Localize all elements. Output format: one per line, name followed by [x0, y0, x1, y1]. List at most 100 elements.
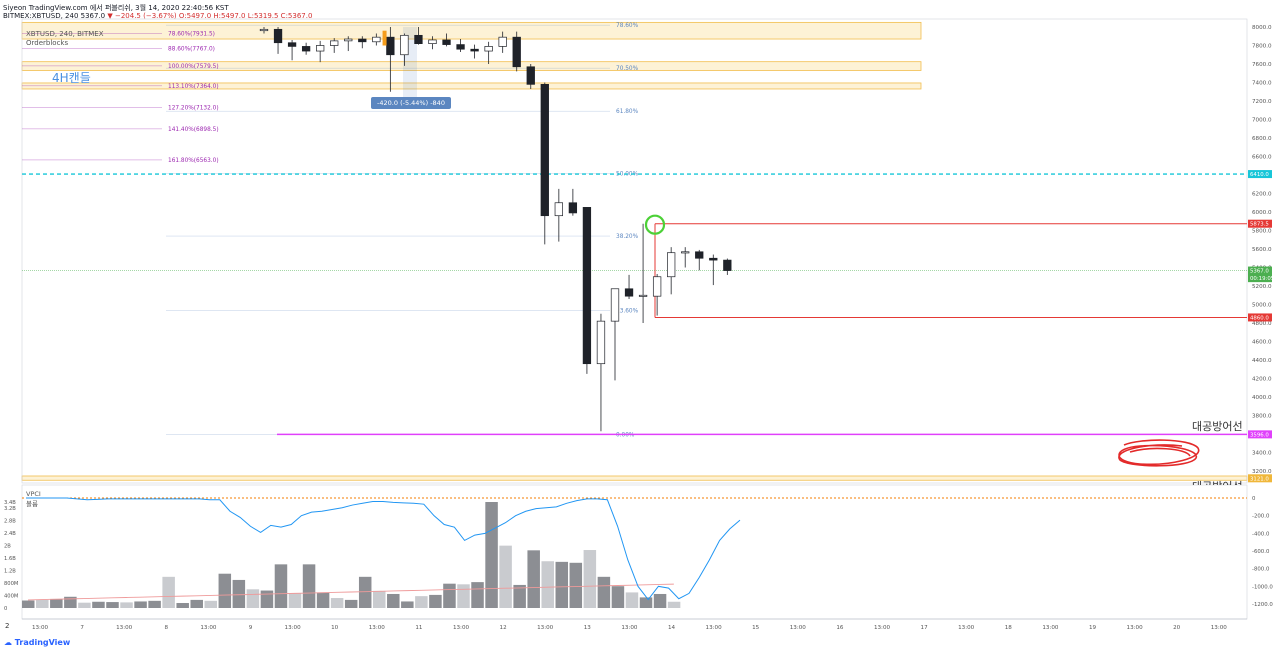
- highlight-circle: [644, 214, 666, 235]
- volume-bar: [625, 592, 639, 608]
- vpci-axis-label: 0: [1252, 496, 1256, 502]
- time-tick-label: 20: [1173, 625, 1181, 631]
- tradingview-logo: ☁ TradingView: [4, 638, 70, 647]
- time-tick-label: 13: [584, 625, 592, 631]
- volume-bar: [429, 594, 442, 608]
- vpci-axis-label: -600.0: [1252, 549, 1270, 555]
- vpci-axis-label: -400.0: [1252, 531, 1270, 537]
- price-tick-label: 4600.0: [1252, 340, 1272, 346]
- candle-body: [610, 288, 620, 322]
- time-tick-label: 13:00: [537, 625, 554, 631]
- volume-axis-label: 1.2B: [4, 569, 16, 575]
- candle-body: [316, 45, 325, 52]
- candle-body: [554, 202, 563, 217]
- price-tag-bg: [1248, 313, 1272, 322]
- price-tick-label: 6600.0: [1252, 155, 1272, 161]
- time-tick-label: 13:00: [790, 625, 807, 631]
- volume-bar: [667, 601, 681, 608]
- time-tick-label: 14: [668, 625, 676, 631]
- price-tick-label: 6200.0: [1252, 192, 1272, 198]
- time-tick-label: 13:00: [116, 625, 133, 631]
- price-tick-label: 7400.0: [1252, 81, 1272, 87]
- fib-extension-label: 141.40%(6898.5): [168, 127, 219, 133]
- fib-retracement-label: 0.00%: [616, 432, 635, 438]
- volume-bar: [274, 564, 288, 608]
- time-tick-label: 11: [415, 625, 423, 631]
- volume-ma-line: [27, 583, 674, 601]
- volume-bar: [541, 561, 554, 608]
- time-tick-label: 13:00: [1127, 625, 1144, 631]
- time-tick-label: 19: [1089, 625, 1097, 631]
- price-tick-label: 7200.0: [1252, 99, 1272, 105]
- vpci-axis-label: -1000.0: [1252, 584, 1273, 590]
- volume-axis-label: 3.4B: [4, 500, 16, 506]
- candle-body: [456, 44, 465, 50]
- fib-retracement-label: 70.50%: [616, 66, 639, 72]
- price-tag-label: 5873.5: [1250, 222, 1269, 228]
- candle-body: [273, 28, 283, 44]
- volume-bar: [653, 593, 667, 608]
- price-pane-frame: [21, 18, 1248, 484]
- vpci-axis-label: -800.0: [1252, 567, 1270, 573]
- price-tick-label: 5000.0: [1252, 303, 1272, 309]
- vpci-axis-label: -200.0: [1252, 514, 1270, 520]
- volume-axis-label: 400M: [4, 594, 18, 600]
- price-tick-label: 3800.0: [1252, 414, 1272, 420]
- orderblock-zone: [21, 475, 1248, 481]
- fib-extension-label: 127.20%(7132.0): [168, 105, 219, 111]
- price-tick-label: 7600.0: [1252, 62, 1272, 68]
- price-tick-label: 6800.0: [1252, 136, 1272, 142]
- volume-bar: [415, 596, 428, 608]
- time-tick-label: 16: [836, 625, 844, 631]
- price-tick-label: 4800.0: [1252, 321, 1272, 327]
- time-tick-label: 13:00: [32, 625, 49, 631]
- volume-bar: [190, 599, 203, 608]
- time-tick-label: 13:00: [453, 625, 470, 631]
- price-tick-label: 7800.0: [1252, 44, 1272, 50]
- candle-body: [582, 207, 592, 365]
- price-tick-label: 8000.0: [1252, 25, 1272, 31]
- time-tick-label: 15: [752, 625, 760, 631]
- time-tick-label: 13:00: [200, 625, 217, 631]
- candle-body: [358, 38, 367, 43]
- volume-bar: [50, 598, 63, 608]
- legend-symbol: XBTUSD, 240, BITMEX: [26, 30, 104, 38]
- volume-bar: [288, 593, 302, 608]
- symbol-label: BITMEX:XBTUSD, 240 5367.0: [3, 12, 106, 20]
- candle-body: [624, 288, 634, 297]
- volume-axis-label: 3.2B: [4, 506, 16, 512]
- publish-header: Siyeon TradingView.com 에서 퍼블리쉬, 3월 14, 2…: [3, 4, 229, 12]
- price-tick-label: 4200.0: [1252, 377, 1272, 383]
- time-tick-label: 8: [165, 625, 169, 631]
- volume-bar: [64, 596, 77, 608]
- time-tick-label: 13:00: [1211, 625, 1228, 631]
- price-tag-label: 3596.0: [1250, 432, 1269, 438]
- volume-bar: [106, 602, 119, 608]
- fib-retracement-label: 61.80%: [616, 109, 639, 115]
- time-tick-label: 10: [331, 625, 339, 631]
- time-tick-label: 17: [921, 625, 929, 631]
- vpci-legend: VPCI: [26, 490, 41, 498]
- candle-body: [709, 257, 718, 261]
- candle-body: [638, 294, 648, 297]
- fib-retracement-label: 23.60%: [616, 309, 639, 315]
- time-tick-label: 13:00: [1042, 625, 1059, 631]
- volume-bar: [176, 603, 189, 608]
- volume-bar: [134, 601, 147, 608]
- volume-bar: [218, 573, 232, 608]
- volume-axis-label: 0: [4, 606, 7, 612]
- orderblock-zone: [21, 21, 922, 40]
- volume-bar: [316, 592, 330, 608]
- measure-tooltip: -420.0 (-5.44%) -840: [371, 97, 451, 109]
- price-tag-label: 3121.0: [1250, 476, 1269, 482]
- fib-extension-label: 100.00%(7579.5): [168, 64, 219, 70]
- candle-body: [386, 36, 395, 56]
- price-tag-bg: [1248, 474, 1272, 483]
- price-tag-bg: [1248, 274, 1272, 283]
- candle-body: [526, 66, 535, 85]
- volume-bar: [471, 582, 484, 608]
- volume-bar: [513, 584, 526, 608]
- pane-settings[interactable]: 2: [5, 622, 10, 630]
- candle-body: [540, 83, 549, 217]
